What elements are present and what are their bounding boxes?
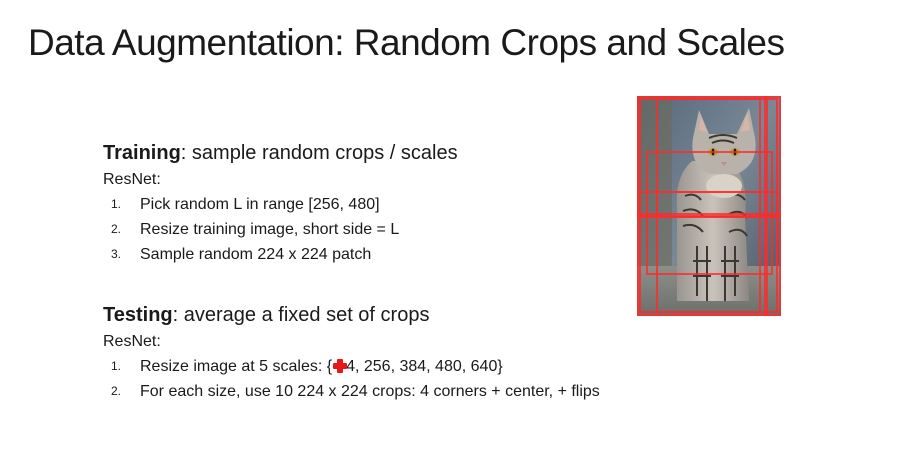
testing-section: Testing: average a fixed set of crops Re… [103, 304, 600, 404]
list-number: 2. [111, 384, 122, 398]
list-item: 2. For each size, use 10 224 x 224 crops:… [103, 379, 600, 404]
list-number: 1. [111, 359, 122, 373]
slide-title: Data Augmentation: Random Crops and Scal… [28, 22, 785, 63]
training-heading-rest: : sample random crops / scales [180, 142, 458, 164]
crop-box [656, 191, 778, 313]
crop-boxes [637, 96, 781, 316]
cat-chest [706, 174, 742, 198]
crop-box [764, 96, 768, 316]
list-text: For each size, use 10 224 x 224 crops: 4… [140, 383, 600, 400]
list-number: 2. [111, 222, 122, 236]
list-item: 3. Sample random 224 x 224 patch [103, 242, 458, 267]
crop-box [637, 213, 781, 217]
testing-heading-rest: : average a fixed set of crops [172, 304, 430, 326]
testing-resnet-label: ResNet: [103, 333, 161, 350]
cat-photo-with-crops [637, 96, 781, 316]
training-section: Training: sample random crops / scales R… [103, 142, 458, 267]
cat-left-ear-inner [699, 116, 707, 132]
list-text-after-cursor: 4, 256, 384, 480, 640} [346, 358, 503, 375]
crop-box [637, 96, 781, 316]
crop-box [646, 151, 773, 275]
list-text-before-cursor: Resize image at 5 scales: { [140, 358, 333, 375]
training-resnet-label: ResNet: [103, 171, 161, 188]
cat-right-ear-inner [741, 114, 750, 132]
cat-image [637, 96, 781, 316]
training-heading-bold: Training [103, 142, 181, 164]
list-text: Resize training image, short side = L [140, 221, 400, 238]
list-item: 1. Pick random L in range [256, 480] [103, 192, 458, 217]
crop-box [656, 98, 778, 218]
testing-steps: 1. Resize image at 5 scales: { 4, 256, 384… [103, 354, 600, 404]
list-text: Pick random L in range [256, 480] [140, 196, 380, 213]
training-heading: Training: sample random crops / scales [103, 142, 458, 165]
testing-heading-bold: Testing [103, 304, 173, 326]
red-cross-cursor-icon [333, 359, 348, 373]
list-text: Sample random 224 x 224 patch [140, 246, 372, 263]
training-steps: 1. Pick random L in range [256, 480] 2. Re… [103, 192, 458, 267]
list-text: Resize image at 5 scales: { 4, 256, 384, … [140, 354, 503, 379]
cat-nose [721, 162, 727, 166]
list-number: 1. [111, 197, 122, 211]
list-item: 1. Resize image at 5 scales: { 4, 256, 384… [103, 354, 600, 379]
list-number: 3. [111, 247, 122, 261]
list-item: 2. Resize training image, short side = L [103, 217, 458, 242]
testing-heading: Testing: average a fixed set of crops [103, 304, 600, 327]
